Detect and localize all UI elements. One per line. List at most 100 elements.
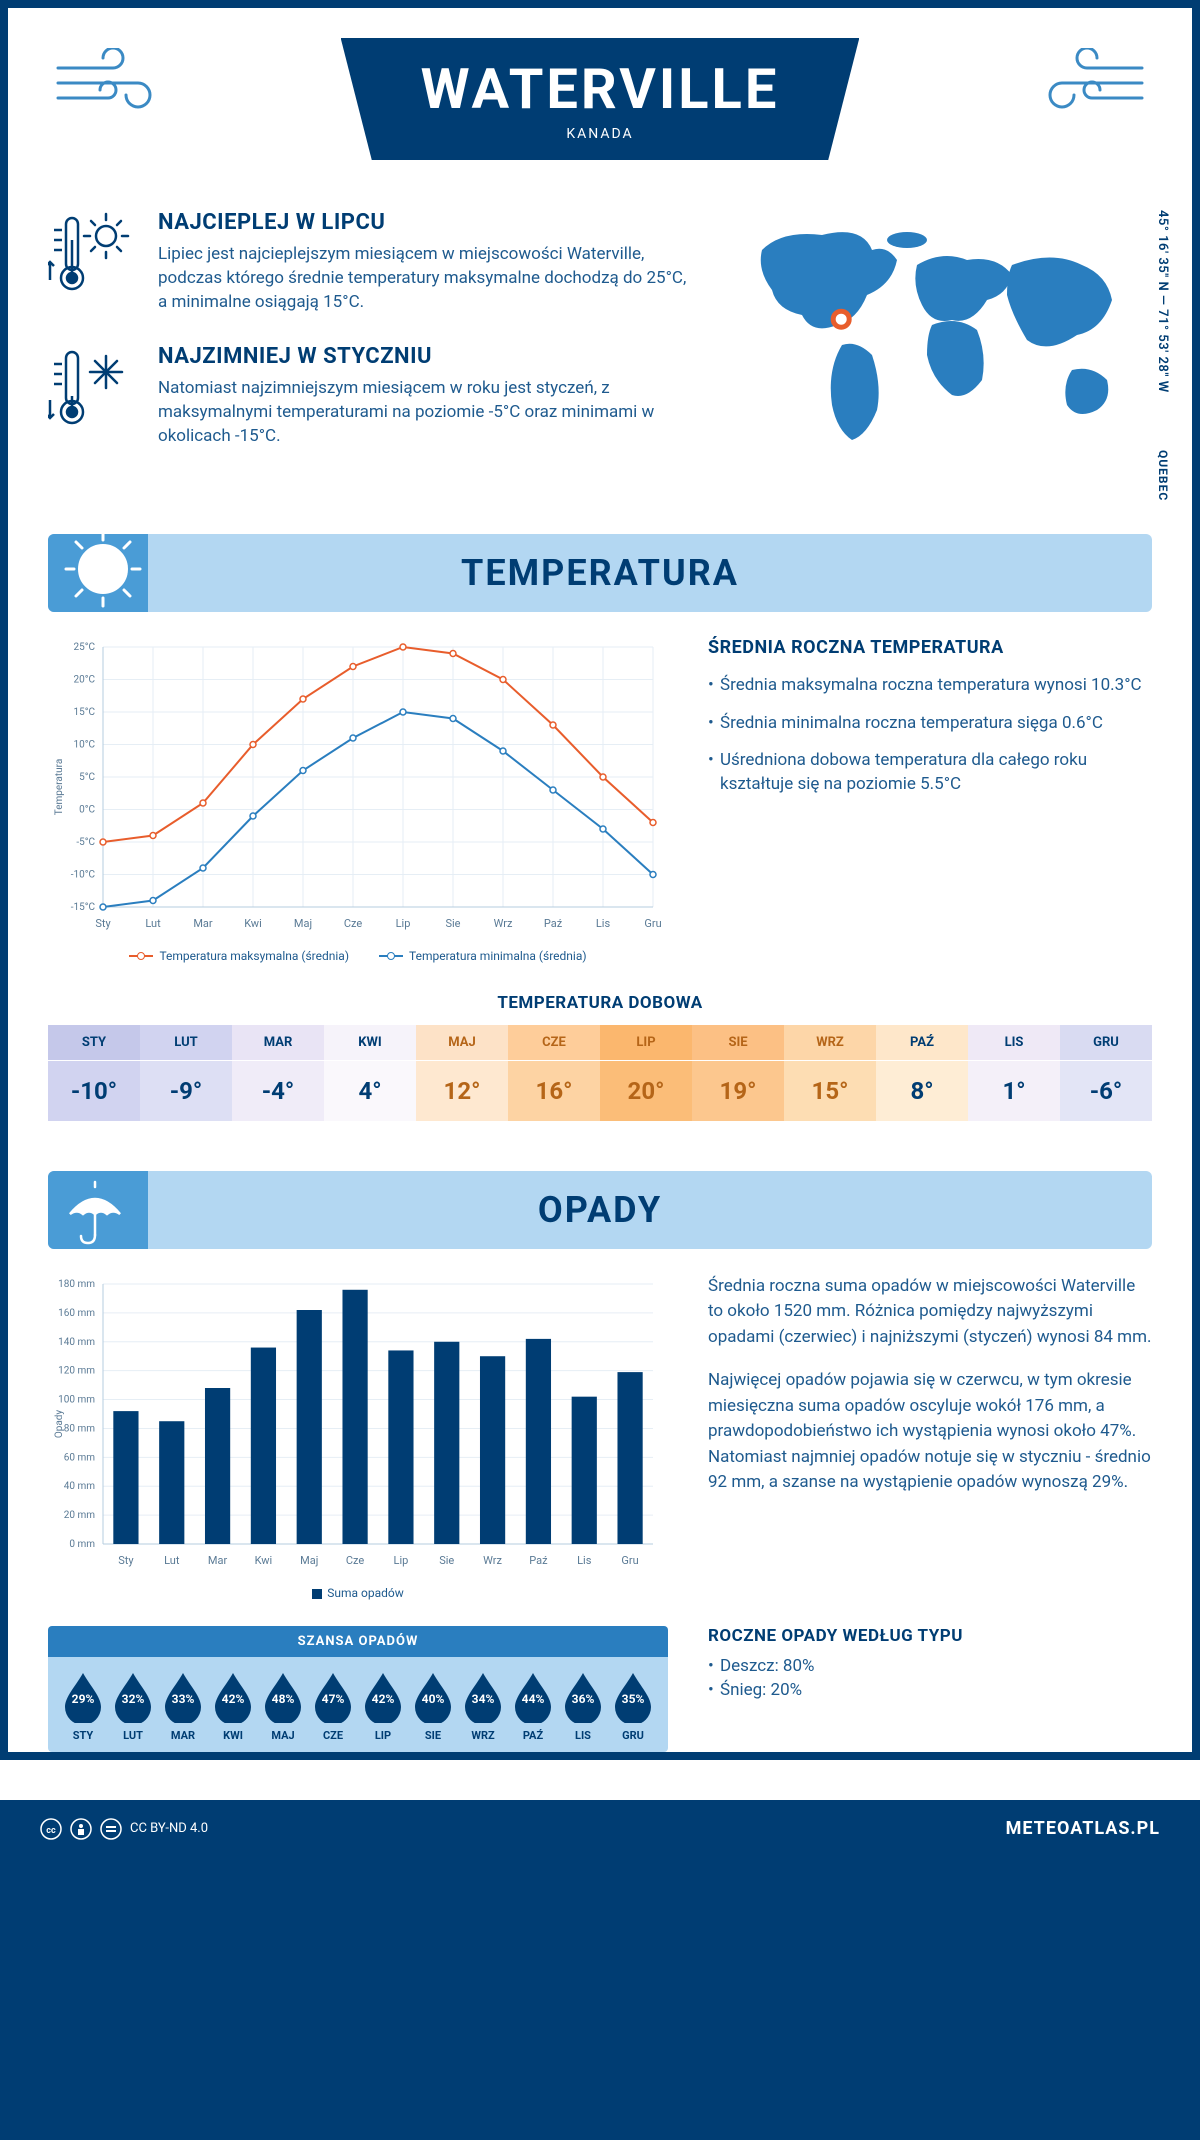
month-header: STY [48,1025,140,1060]
legend-min: Temperatura minimalna (średnia) [409,949,587,963]
svg-text:Maj: Maj [294,917,312,930]
month-col: LUT-9° [140,1025,232,1121]
precip-type-item: Śnieg: 20% [708,1680,1152,1700]
month-value: 1° [968,1060,1060,1121]
avg-temp-item: Uśredniona dobowa temperatura dla całego… [708,749,1152,797]
month-value: 20° [600,1060,692,1121]
chance-month: SIE [408,1729,458,1742]
month-col: WRZ15° [784,1025,876,1121]
precipitation-bar-chart: 0 mm20 mm40 mm60 mm80 mm100 mm120 mm140 … [48,1274,668,1574]
chance-month: LIP [358,1729,408,1742]
drop-icon: 44% [511,1671,555,1723]
warmest-block: NAJCIEPLEJ W LIPCU Lipiec jest najcieple… [48,210,692,314]
title-banner: WATERVILLE KANADA [341,38,860,160]
page-title: WATERVILLE [421,56,780,122]
svg-text:Wrz: Wrz [483,1554,502,1567]
svg-text:80 mm: 80 mm [64,1423,95,1434]
chance-month: PAŹ [508,1729,558,1742]
chance-pct: 36% [572,1692,595,1706]
chance-col: 36%LIS [558,1671,608,1742]
sun-icon [58,534,148,612]
svg-text:160 mm: 160 mm [58,1308,95,1319]
coldest-title: NAJZIMNIEJ W STYCZNIU [158,344,692,369]
chance-month: LUT [108,1729,158,1742]
nd-icon [100,1818,122,1840]
chance-col: 29% STY [58,1671,108,1742]
chance-month: KWI [208,1729,258,1742]
avg-temp-item: Średnia maksymalna roczna temperatura wy… [708,674,1152,698]
svg-text:5°C: 5°C [79,772,95,783]
svg-text:120 mm: 120 mm [58,1365,95,1376]
site-name: METEOATLAS.PL [1006,1818,1160,1839]
month-header: WRZ [784,1025,876,1060]
month-header: KWI [324,1025,416,1060]
chance-pct: 42% [222,1692,245,1706]
svg-text:0°C: 0°C [79,804,95,815]
drop-icon: 42% [361,1671,405,1723]
umbrella-icon [60,1179,130,1249]
month-header: LUT [140,1025,232,1060]
month-col: MAJ12° [416,1025,508,1121]
svg-text:20°C: 20°C [74,674,96,685]
legend-square [312,1589,322,1599]
temperature-line-chart: -15°C-10°C-5°C0°C5°C10°C15°C20°C25°CStyL… [48,637,668,937]
precip-types-title: ROCZNE OPADY WEDŁUG TYPU [708,1626,1152,1646]
svg-text:Gru: Gru [644,917,661,930]
drop-icon: 42% [211,1671,255,1723]
svg-text:Sie: Sie [439,1554,454,1567]
daily-temp-table: STY-10°LUT-9°MAR-4°KWI4°MAJ12°CZE16°LIP2… [48,1025,1152,1121]
svg-text:Lis: Lis [577,1554,592,1567]
avg-temp-item: Średnia minimalna roczna temperatura się… [708,712,1152,736]
legend-max: Temperatura maksymalna (średnia) [159,949,349,963]
month-header: LIP [600,1025,692,1060]
month-col: LIP20° [600,1025,692,1121]
temperature-banner: TEMPERATURA [48,534,1152,612]
precip-type-item: Deszcz: 80% [708,1656,1152,1676]
chance-pct: 40% [422,1692,445,1706]
svg-text:Maj: Maj [300,1554,318,1567]
month-value: -6° [1060,1060,1152,1121]
svg-text:Temperatura: Temperatura [54,759,65,816]
month-col: STY-10° [48,1025,140,1121]
chance-pct: 48% [272,1692,295,1706]
month-col: LIS1° [968,1025,1060,1121]
svg-text:Sty: Sty [118,1554,134,1567]
svg-text:25°C: 25°C [74,642,96,653]
svg-text:10°C: 10°C [74,739,96,750]
month-value: 8° [876,1060,968,1121]
svg-text:40 mm: 40 mm [64,1481,95,1492]
svg-text:-5°C: -5°C [76,837,95,848]
precip-info-p1: Średnia roczna suma opadów w miejscowośc… [708,1274,1152,1351]
month-header: MAJ [416,1025,508,1060]
chance-col: 48%MAJ [258,1671,308,1742]
svg-text:20 mm: 20 mm [64,1510,95,1521]
drop-icon: 29% [61,1671,105,1723]
chance-month: GRU [608,1729,658,1742]
avg-temp-title: ŚREDNIA ROCZNA TEMPERATURA [708,637,1152,658]
chance-pct: 32% [122,1692,145,1706]
chance-pct: 29% [72,1692,95,1706]
svg-text:100 mm: 100 mm [58,1394,95,1405]
chance-month: WRZ [458,1729,508,1742]
svg-text:Kwi: Kwi [244,917,262,930]
month-header: MAR [232,1025,324,1060]
svg-text:-10°C: -10°C [71,869,96,880]
chance-col: 34%WRZ [458,1671,508,1742]
month-col: MAR-4° [232,1025,324,1121]
chance-col: 44% PAŹ [508,1671,558,1742]
chance-pct: 44% [522,1692,545,1706]
svg-text:15°C: 15°C [74,707,96,718]
precipitation-section-title: OPADY [48,1189,1152,1231]
chance-col: 32% LUT [108,1671,158,1742]
chance-pct: 35% [622,1692,645,1706]
svg-text:Mar: Mar [193,917,213,930]
chance-month: STY [58,1729,108,1742]
month-value: -4° [232,1060,324,1121]
drop-icon: 47% [311,1671,355,1723]
wind-decoration-left [48,48,188,130]
svg-text:Lip: Lip [394,1554,409,1567]
svg-text:Cze: Cze [344,917,363,930]
chance-col: 35% GRU [608,1671,658,1742]
chance-pct: 47% [322,1692,345,1706]
daily-temp-title: TEMPERATURA DOBOWA [48,993,1152,1013]
